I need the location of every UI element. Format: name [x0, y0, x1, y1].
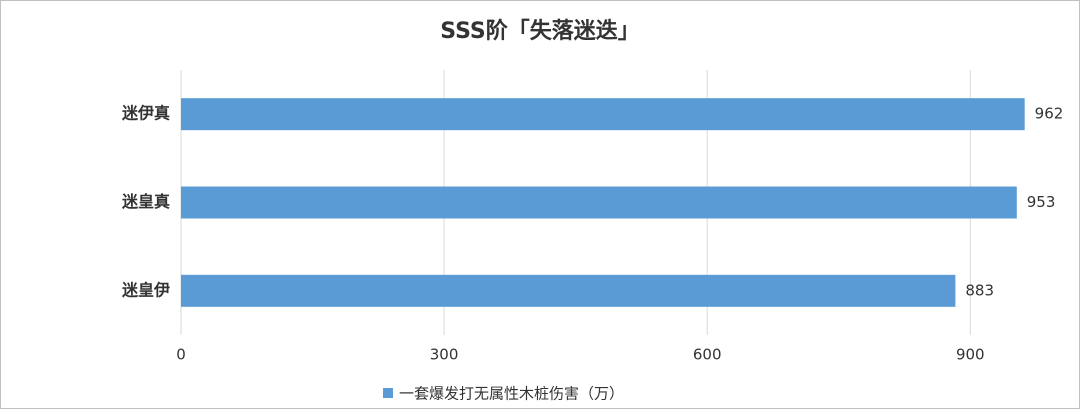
y-tick-label: 迷皇真 — [121, 192, 170, 211]
x-tick-label: 900 — [956, 346, 985, 364]
bar — [181, 186, 1017, 219]
x-tick-label: 300 — [430, 346, 459, 364]
y-tick-label: 迷伊真 — [121, 104, 170, 123]
bar — [181, 274, 956, 307]
data-label: 953 — [1027, 193, 1056, 211]
data-label: 962 — [1035, 105, 1064, 123]
bar — [181, 98, 1025, 131]
data-label: 883 — [965, 281, 994, 299]
chart-title: SSS阶「失落迷迭」 — [440, 18, 640, 44]
x-tick-label: 600 — [693, 346, 722, 364]
x-tick-label: 0 — [176, 346, 186, 364]
y-tick-label: 迷皇伊 — [121, 280, 170, 299]
legend-label: 一套爆发打无属性木桩伤害（万） — [399, 385, 624, 403]
legend-swatch — [383, 388, 393, 398]
